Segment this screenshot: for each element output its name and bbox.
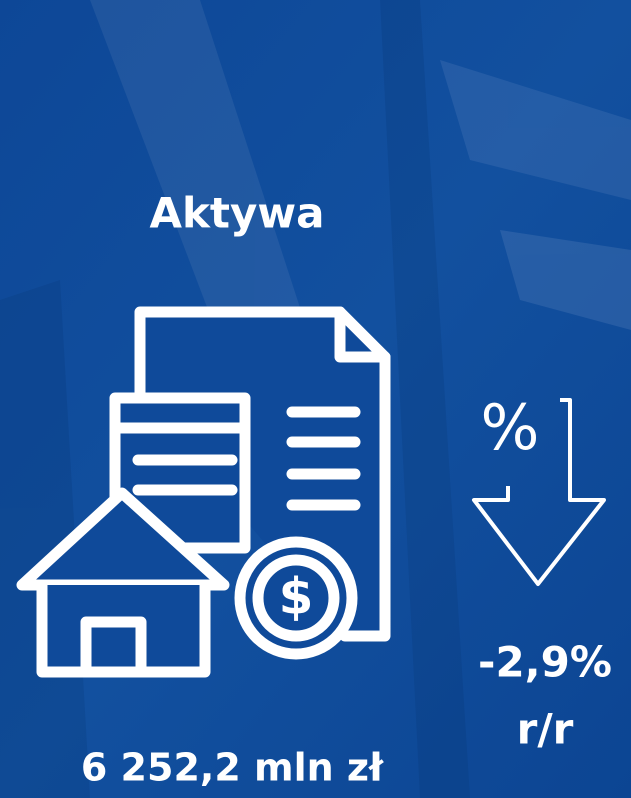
currency-symbol: $ [279,568,314,626]
change-period: r/r [517,705,574,754]
infographic: Aktywa $ % -2,9% r/r 6 252,2 mln zł [0,0,631,798]
percent-symbol: % [481,391,540,464]
change-value: -2,9% [478,638,612,687]
page: Aktywa $ % -2,9% r/r 6 252,2 mln zł (() … [0,0,631,798]
assets-value: 6 252,2 mln zł [81,746,384,790]
title: Aktywa [149,189,324,238]
